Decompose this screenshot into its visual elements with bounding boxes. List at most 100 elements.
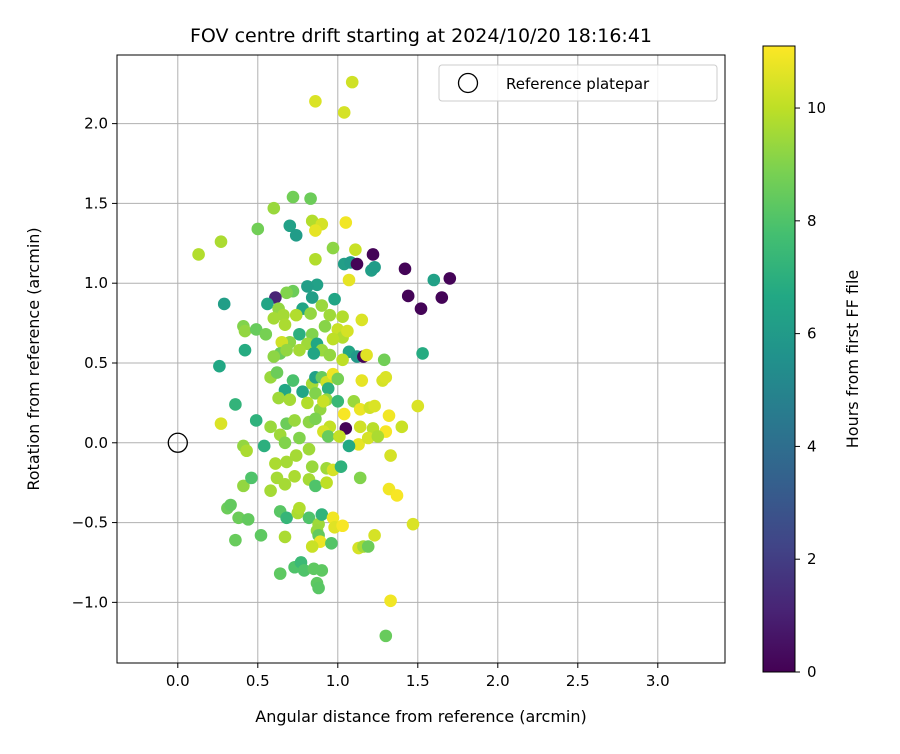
data-point xyxy=(435,291,449,304)
data-point xyxy=(280,343,293,357)
data-point xyxy=(251,222,265,236)
data-point xyxy=(296,385,309,399)
data-point xyxy=(312,581,325,595)
colorbar-tick-label: 8 xyxy=(807,212,817,230)
data-point xyxy=(339,216,353,229)
data-point xyxy=(213,359,226,373)
data-point xyxy=(264,420,277,434)
data-point xyxy=(309,224,322,237)
data-point xyxy=(331,394,345,408)
y-tick-label: 1.5 xyxy=(84,194,108,212)
data-point xyxy=(336,353,349,367)
data-point xyxy=(317,394,330,408)
data-point xyxy=(321,430,335,443)
data-point xyxy=(350,257,364,271)
data-point xyxy=(361,540,375,553)
data-point xyxy=(379,629,393,643)
data-point xyxy=(283,219,297,233)
data-point xyxy=(245,471,258,485)
data-point xyxy=(361,431,375,445)
x-tick-label: 2.0 xyxy=(486,672,510,690)
x-tick-label: 2.5 xyxy=(566,672,590,690)
data-point xyxy=(217,297,231,311)
colorbar-tick-label: 0 xyxy=(807,663,817,681)
data-point xyxy=(293,501,306,515)
data-point xyxy=(289,308,303,322)
colorbar-gradient xyxy=(762,45,796,673)
data-point xyxy=(259,327,273,341)
data-point xyxy=(345,75,359,89)
y-tick-label: 0.0 xyxy=(84,434,108,452)
data-point xyxy=(301,280,314,293)
data-point xyxy=(323,348,337,362)
data-point xyxy=(286,190,300,204)
data-point xyxy=(302,442,316,456)
colorbar: 0 2 4 6 8 10 Hours from first FF file xyxy=(762,45,862,681)
data-point xyxy=(278,318,292,331)
data-point xyxy=(280,286,293,300)
x-tick-label: 1.5 xyxy=(406,672,430,690)
data-point xyxy=(401,289,415,303)
data-point xyxy=(229,398,242,411)
data-point xyxy=(331,372,345,386)
data-point xyxy=(355,313,369,327)
data-point xyxy=(267,350,281,363)
data-point xyxy=(237,479,250,493)
data-point xyxy=(414,302,428,316)
data-point xyxy=(192,248,205,261)
data-point xyxy=(382,409,396,422)
colorbar-ticks: 0 2 4 6 8 10 xyxy=(795,99,826,681)
data-point xyxy=(310,278,324,292)
legend-entry-reference-platepar: Reference platepar xyxy=(506,75,650,93)
data-point xyxy=(288,414,301,427)
data-point xyxy=(241,513,255,526)
data-point xyxy=(379,371,393,384)
data-point xyxy=(283,393,297,406)
data-point xyxy=(353,402,367,416)
data-point xyxy=(443,272,457,285)
data-point xyxy=(309,252,322,266)
data-point xyxy=(278,436,292,450)
data-point xyxy=(305,327,319,341)
data-point xyxy=(305,540,319,553)
data-point xyxy=(360,348,373,362)
data-point xyxy=(305,291,319,304)
data-point xyxy=(257,439,271,453)
data-point xyxy=(273,567,287,580)
data-point xyxy=(277,308,290,322)
data-point xyxy=(289,229,303,242)
data-point xyxy=(366,248,380,261)
y-axis-label: Rotation from reference (arcmin) xyxy=(24,227,43,490)
data-point xyxy=(293,431,306,445)
data-point xyxy=(337,106,351,119)
data-point xyxy=(249,414,263,427)
data-point xyxy=(261,297,274,311)
data-point xyxy=(264,484,277,497)
data-point xyxy=(278,477,292,491)
data-point xyxy=(342,439,356,453)
data-point xyxy=(355,374,369,387)
data-point xyxy=(289,449,303,462)
data-point xyxy=(336,310,349,324)
data-point xyxy=(309,412,322,426)
y-axis-ticks: −1.0 −0.5 0.0 0.5 1.0 1.5 2.0 xyxy=(72,115,117,611)
data-point xyxy=(406,517,420,531)
data-point xyxy=(307,347,321,360)
data-point xyxy=(297,564,311,577)
x-tick-label: 0.0 xyxy=(166,672,190,690)
plot-frame xyxy=(116,54,726,664)
data-point xyxy=(232,511,245,525)
data-point xyxy=(293,343,306,357)
legend-box xyxy=(438,64,718,102)
data-point xyxy=(238,343,252,357)
data-point xyxy=(267,312,281,325)
legend: Reference platepar xyxy=(438,64,718,102)
data-point xyxy=(353,471,367,485)
x-tick-label: 3.0 xyxy=(646,672,670,690)
data-point xyxy=(352,438,365,451)
data-point xyxy=(288,469,301,483)
data-point xyxy=(309,387,322,400)
data-point xyxy=(398,262,412,276)
data-point xyxy=(304,192,317,205)
